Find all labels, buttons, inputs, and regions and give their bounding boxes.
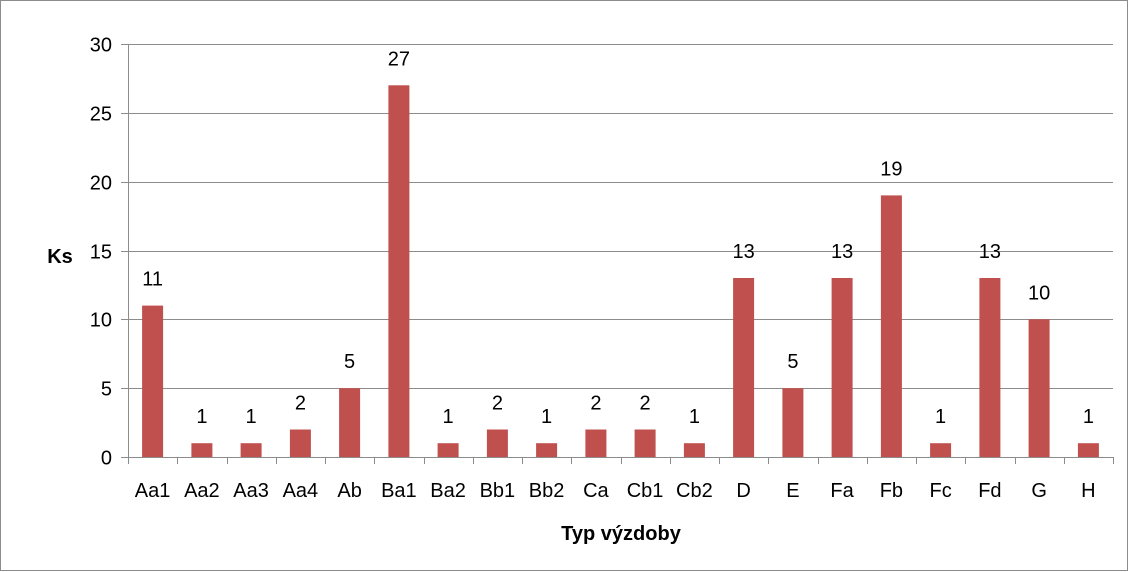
data-label: 13	[732, 241, 754, 263]
data-label: 13	[979, 241, 1001, 263]
data-label: 1	[196, 406, 207, 428]
bar	[880, 195, 902, 457]
x-tick-label: Ba2	[430, 480, 466, 502]
data-label: 5	[787, 351, 798, 373]
data-label: 13	[831, 241, 853, 263]
labels: 05101520253011Aa11Aa21Aa32Aa45Ab27Ba11Ba…	[90, 35, 1096, 503]
bar	[930, 443, 952, 457]
bar	[142, 305, 164, 457]
data-label: 11	[142, 269, 163, 291]
data-label: 1	[935, 406, 946, 428]
bar	[979, 278, 1001, 457]
bar	[782, 388, 804, 457]
bar	[831, 278, 853, 457]
y-tick-label: 10	[90, 310, 112, 332]
data-label: 1	[689, 406, 700, 428]
y-tick-label: 15	[90, 242, 112, 264]
x-tick-label: Bb2	[529, 480, 565, 502]
x-tick-label: Fc	[929, 480, 951, 502]
y-tick-label: 0	[101, 448, 112, 470]
gridlines	[128, 44, 1113, 389]
x-tick-label: Cb2	[676, 480, 713, 502]
data-label: 5	[344, 351, 355, 373]
data-label: 2	[590, 393, 601, 415]
axes	[121, 44, 1114, 464]
bars	[142, 85, 1099, 458]
y-tick-label: 30	[90, 35, 112, 57]
bar	[486, 429, 508, 457]
x-tick-label: Fa	[830, 480, 854, 502]
bar	[733, 278, 755, 457]
x-axis-title: Typ výzdoby	[561, 523, 682, 545]
bar	[191, 443, 213, 457]
x-tick-label: Aa2	[184, 480, 220, 502]
x-tick-label: Aa4	[283, 480, 319, 502]
x-tick-label: Ba1	[381, 480, 417, 502]
x-tick-label: H	[1081, 480, 1095, 502]
bar	[634, 429, 656, 457]
x-tick-label: Bb1	[480, 480, 516, 502]
y-tick-label: 25	[90, 104, 112, 126]
x-tick-label: D	[736, 480, 750, 502]
x-tick-label: Ca	[583, 480, 609, 502]
data-label: 19	[880, 158, 902, 180]
x-tick-label: E	[786, 480, 799, 502]
bar	[240, 443, 262, 457]
data-label: 1	[541, 406, 552, 428]
bar	[585, 429, 607, 457]
bar	[339, 388, 361, 457]
y-tick-label: 20	[90, 173, 112, 195]
x-tick-label: Fd	[978, 480, 1001, 502]
data-label: 1	[443, 406, 454, 428]
bar	[388, 85, 410, 458]
y-axis-title: Ks	[47, 246, 73, 268]
bar	[1028, 319, 1050, 457]
bar	[536, 443, 558, 457]
bar	[1077, 443, 1099, 457]
bar	[437, 443, 459, 457]
x-tick-label: Aa1	[135, 480, 171, 502]
data-label: 2	[492, 393, 503, 415]
data-label: 1	[1083, 406, 1094, 428]
data-label: 10	[1028, 282, 1050, 304]
x-tick-label: Aa3	[233, 480, 269, 502]
bar	[683, 443, 705, 457]
x-tick-label: Ab	[337, 480, 361, 502]
data-label: 1	[246, 406, 257, 428]
x-tick-label: Fb	[880, 480, 903, 502]
data-label: 2	[295, 393, 306, 415]
data-label: 27	[388, 48, 410, 70]
x-tick-label: G	[1031, 480, 1047, 502]
x-tick-label: Cb1	[627, 480, 664, 502]
data-label: 2	[640, 393, 651, 415]
bar	[289, 429, 311, 457]
y-tick-label: 5	[101, 379, 112, 401]
